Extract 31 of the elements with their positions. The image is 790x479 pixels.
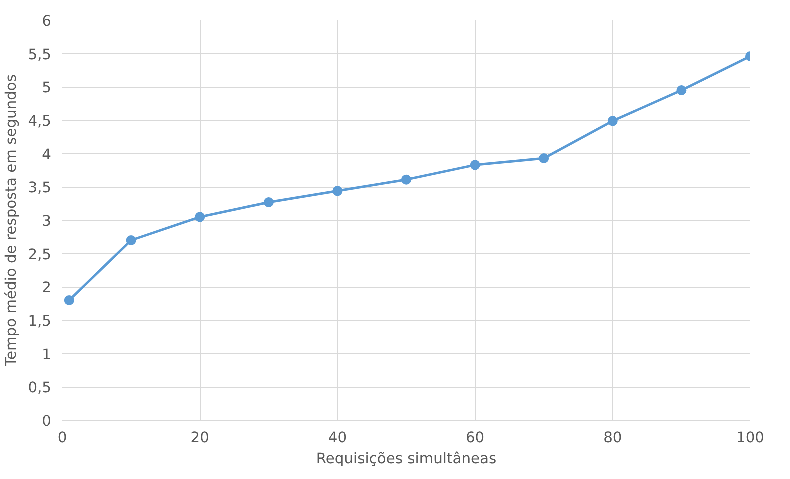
y-axis-title: Tempo médio de resposta em segundos xyxy=(3,74,20,368)
y-tick-label: 5,5 xyxy=(28,46,52,64)
x-tick-label: 60 xyxy=(466,430,485,446)
point xyxy=(676,86,687,96)
point xyxy=(608,116,618,126)
point xyxy=(402,174,412,185)
x-tick-label: 0 xyxy=(58,430,68,446)
y-tick-label: 2 xyxy=(42,280,52,297)
x-tick-label: 80 xyxy=(604,430,622,446)
x-tick-label: 40 xyxy=(328,430,348,446)
y-tick-label: 1 xyxy=(42,346,52,364)
point xyxy=(470,160,480,170)
y-tick-label: 4 xyxy=(42,146,52,164)
point xyxy=(195,212,206,222)
y-tick-label: 5 xyxy=(42,80,52,97)
y-tick-label: 3 xyxy=(42,213,52,230)
point xyxy=(332,186,343,196)
y-tick-label: 4,5 xyxy=(28,113,52,130)
y-tick-label: 0 xyxy=(42,413,52,430)
y-tick-label: 2,5 xyxy=(28,246,52,264)
x-axis-title: Requisições simultâneas xyxy=(316,450,497,468)
y-tick-label: 3,5 xyxy=(28,180,52,197)
point xyxy=(264,198,274,208)
y-tick-label: 1,5 xyxy=(28,313,52,330)
y-tick-label: 6 xyxy=(42,13,52,30)
x-tick-label: 100 xyxy=(736,430,764,446)
point xyxy=(126,236,136,246)
point xyxy=(64,296,74,306)
x-tick-label: 20 xyxy=(190,430,210,446)
point xyxy=(539,154,550,164)
y-tick-label: 0,5 xyxy=(28,380,52,397)
